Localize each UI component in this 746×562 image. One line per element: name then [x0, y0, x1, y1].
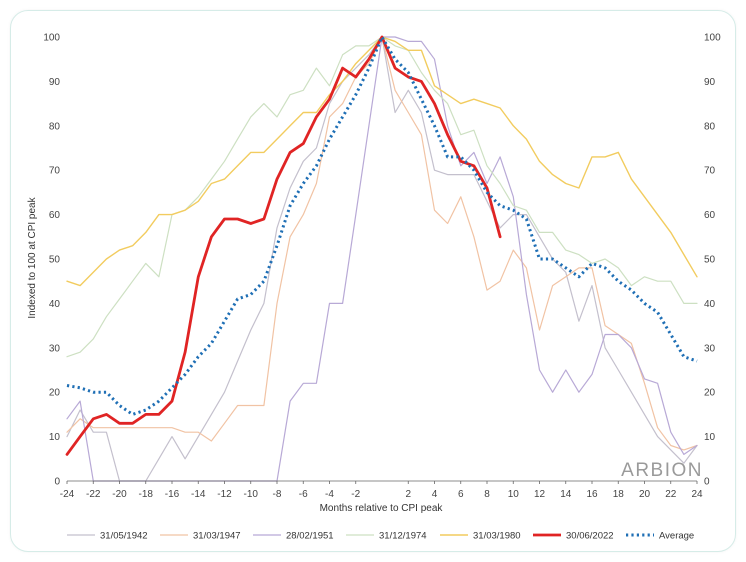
series-line-4 — [66, 36, 698, 287]
series-line-2 — [66, 36, 698, 482]
y-tick-label-left: 20 — [49, 388, 61, 399]
y-tick-label-right: 50 — [704, 255, 716, 266]
x-tick-label: -6 — [299, 489, 308, 500]
y-tick-label-right: 80 — [704, 121, 716, 132]
x-tick-label: -14 — [191, 489, 206, 500]
y-tick-label-right: 90 — [704, 77, 716, 88]
x-tick-label: -2 — [351, 489, 360, 500]
x-tick-label: 20 — [639, 489, 651, 500]
x-tick-label: 24 — [691, 489, 703, 500]
x-axis-label: Months relative to CPI peak — [320, 503, 444, 514]
legend-label: 31/12/1974 — [379, 531, 427, 542]
y-tick-label-right: 20 — [704, 388, 716, 399]
y-tick-label-right: 70 — [704, 166, 716, 177]
legend-label: 30/06/2022 — [566, 531, 614, 542]
y-axis-label: Indexed to 100 at CPI peak — [27, 196, 38, 318]
y-tick-label-right: 10 — [704, 432, 716, 443]
y-tick-label-right: 40 — [704, 299, 716, 310]
x-tick-label: -4 — [325, 489, 334, 500]
y-tick-label-left: 10 — [49, 432, 61, 443]
x-tick-label: 6 — [458, 489, 464, 500]
y-tick-label-left: 100 — [43, 33, 60, 44]
y-tick-label-left: 50 — [49, 255, 61, 266]
left-y-axis: 0 10 20 30 40 50 60 70 80 90 100 — [43, 33, 60, 488]
watermark-logo: ARBION — [621, 460, 703, 481]
x-tick-label: 10 — [508, 489, 520, 500]
x-tick-label: 18 — [613, 489, 625, 500]
x-tick-label: -10 — [244, 489, 259, 500]
x-tick-label: -12 — [217, 489, 232, 500]
x-tick-label: 2 — [405, 489, 411, 500]
x-tick-label: 22 — [665, 489, 677, 500]
y-tick-label-right: 100 — [704, 33, 721, 44]
y-tick-label-left: 60 — [49, 210, 61, 221]
y-tick-label-left: 0 — [54, 477, 60, 488]
y-tick-label-right: 30 — [704, 343, 716, 354]
legend-label: 31/03/1980 — [473, 531, 521, 542]
x-tick-label: -24 — [60, 489, 75, 500]
y-tick-label-left: 80 — [49, 121, 61, 132]
series-layer — [65, 35, 698, 482]
series-line-6 — [66, 35, 698, 416]
x-tick-label: 8 — [484, 489, 490, 500]
legend: 31/05/1942 31/03/1947 28/02/1951 31/12/1974… — [67, 531, 694, 542]
y-tick-label-left: 70 — [49, 166, 61, 177]
y-tick-label-right: 60 — [704, 210, 716, 221]
legend-label: 31/03/1947 — [193, 531, 241, 542]
legend-label: 31/05/1942 — [100, 531, 148, 542]
series-line-1 — [66, 36, 698, 451]
y-tick-label-left: 30 — [49, 343, 61, 354]
x-tick-label: 12 — [534, 489, 546, 500]
x-axis: -24 -22 -20 -18 -16 -14 -12 -10 -8 -6 -4 -2 2 4 6 8 10 12… — [60, 481, 703, 500]
y-tick-label-left: 40 — [49, 299, 61, 310]
series-line-3 — [66, 36, 698, 358]
series-line-0 — [66, 36, 698, 482]
legend-label: Average — [659, 531, 694, 542]
x-tick-label: -20 — [112, 489, 127, 500]
y-tick-label-right: 0 — [704, 477, 710, 488]
x-tick-label: -16 — [165, 489, 180, 500]
legend-label: 28/02/1951 — [286, 531, 334, 542]
x-tick-label: -8 — [273, 489, 282, 500]
x-tick-label: -22 — [86, 489, 101, 500]
x-tick-label: 4 — [432, 489, 438, 500]
x-tick-label: -18 — [139, 489, 154, 500]
right-y-axis: 0 10 20 30 40 50 60 70 80 90 100 — [704, 33, 721, 488]
series-line-5 — [65, 35, 502, 456]
x-tick-label: 14 — [560, 489, 572, 500]
y-tick-label-left: 90 — [49, 77, 61, 88]
x-tick-label: 16 — [586, 489, 598, 500]
